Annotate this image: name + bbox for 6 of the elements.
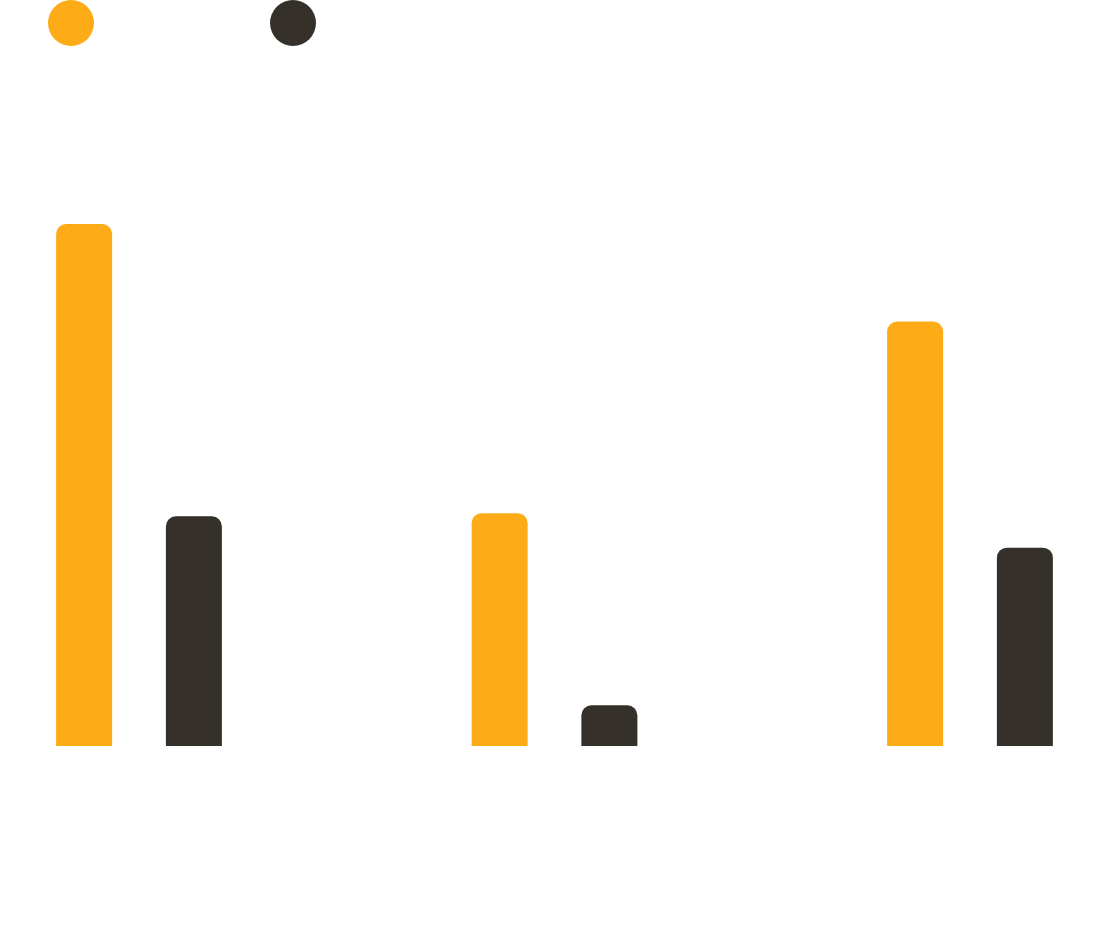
bar xyxy=(887,321,944,746)
bar xyxy=(581,705,638,746)
bar xyxy=(471,513,528,746)
bar xyxy=(996,547,1053,746)
bar xyxy=(56,224,113,746)
bar xyxy=(165,516,222,746)
